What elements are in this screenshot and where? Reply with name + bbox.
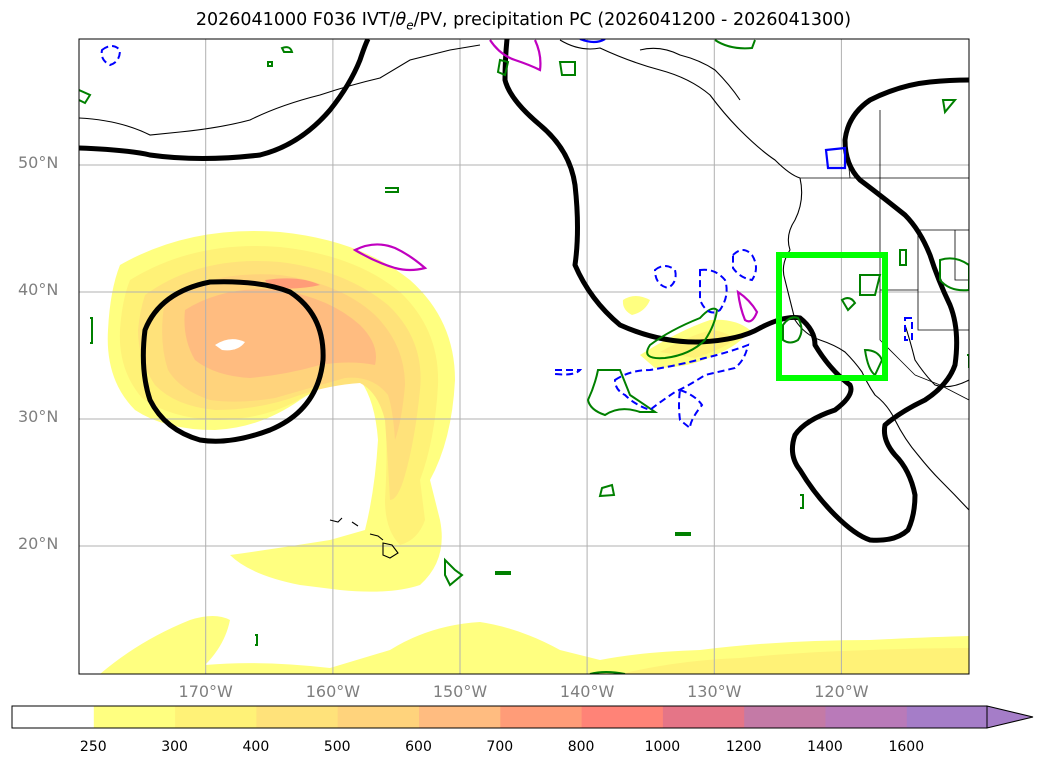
colorbar-segment [93,706,176,728]
lon-label-170w: 170°W [178,682,233,701]
map-title: 2026041000 F036 IVT/θe/PV, precipitation… [195,10,852,33]
colorbar-frame [11,705,988,729]
pv-negative-contours [100,45,913,431]
pv-positive-contours [79,39,969,674]
colorbar-tick-label: 250 [79,739,107,755]
lat-label-20: 20°N [18,534,59,553]
colorbar-tick-label: 400 [242,739,270,755]
lon-label-120w: 120°W [814,682,869,701]
colorbar-segment [825,706,907,728]
colorbar-tick-label: 1200 [725,739,762,755]
lon-label-150w: 150°W [432,682,488,701]
colorbar-tick-label: 600 [405,739,432,755]
theta-e-contours [352,39,759,323]
lon-label-130w: 130°W [687,682,742,701]
ivt-band-south-core [620,648,969,674]
colorbar-segment [662,706,745,728]
colorbar-segment [12,706,94,728]
colorbar-tick-label: 300 [161,739,188,755]
colorbar-tick-label: 1400 [807,739,843,755]
pv-negative-solid [579,39,847,170]
lat-label-50: 50°N [18,153,59,172]
colorbar [11,705,1034,729]
coastlines [79,39,969,559]
colorbar-segment [418,706,501,728]
colorbar-segment [174,706,257,728]
lon-label-160w: 160°W [305,682,361,701]
colorbar-tick-label: 1600 [888,739,925,755]
target-box [776,252,888,381]
ivt-contour-north [79,39,371,161]
colorbar-tick-label: 800 [567,739,595,755]
lat-label-40: 40°N [18,280,59,299]
colorbar-tick-label: 700 [486,739,514,755]
colorbar-segment [906,706,989,728]
colorbar-segment [581,706,663,728]
colorbar-segment [255,706,338,728]
ivt-contour-ring [140,279,326,444]
ivt-contour-trough [502,39,969,543]
colorbar-segment [337,706,419,728]
colorbar-extend-arrow [986,705,1034,729]
colorbar-segment [499,706,582,728]
ivt-band-600 [184,289,376,378]
ivt-shading [100,230,969,674]
ivt-contours [79,39,969,543]
map-frame [78,38,970,675]
colorbar-segment [743,706,826,728]
colorbar-tick-label: 500 [323,739,351,755]
lon-label-140w: 140°W [559,682,615,701]
ivt-stream-west [622,296,650,315]
ivt-pocket [215,339,245,351]
lat-label-30: 30°N [18,407,59,426]
colorbar-tick-label: 1000 [644,739,681,755]
